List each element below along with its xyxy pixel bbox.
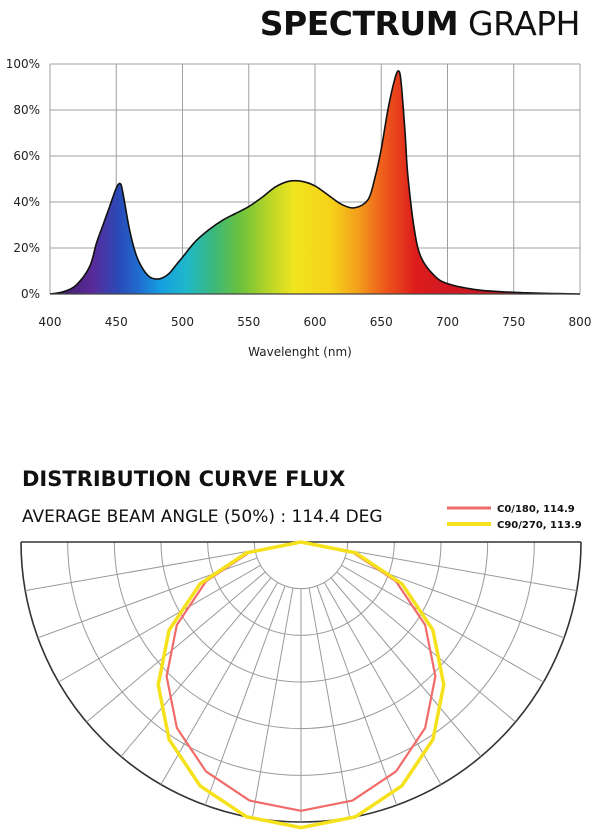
x-tick-label: 700	[436, 315, 459, 329]
x-tick-label: 450	[105, 315, 128, 329]
polar-spoke	[86, 571, 266, 723]
spectrum-title: SPECTRUM GRAPH	[259, 4, 581, 44]
y-tick-label: 80%	[13, 103, 40, 117]
y-tick-label: 100%	[6, 57, 40, 71]
spectrum-curve	[49, 70, 581, 295]
polar-spoke	[316, 585, 398, 806]
beam-angle-subtitle: AVERAGE BEAM ANGLE (50%) : 114.4 DEG	[22, 507, 383, 527]
legend-label-c90: C90/270, 113.9	[497, 520, 582, 531]
polar-spoke	[251, 587, 294, 818]
polar-legend: C0/180, 114.9 C90/270, 113.9	[447, 504, 582, 531]
distribution-title: DISTRIBUTION CURVE FLUX	[22, 467, 346, 491]
polar-spoke	[330, 577, 482, 757]
y-tick-label: 40%	[13, 195, 40, 209]
polar-spoke	[336, 571, 516, 723]
polar-spoke	[160, 582, 279, 785]
polar-chart	[20, 540, 582, 830]
x-axis-label: Wavelenght (nm)	[248, 345, 352, 359]
legend-label-c0: C0/180, 114.9	[497, 504, 575, 515]
x-tick-label: 600	[304, 315, 327, 329]
x-tick-label: 800	[569, 315, 592, 329]
polar-series-c0	[165, 540, 437, 812]
x-tick-label: 500	[171, 315, 194, 329]
polar-spoke	[204, 585, 286, 806]
polar-spoke	[323, 582, 442, 785]
spectrum-title-rest: GRAPH	[468, 4, 580, 43]
polar-spoke	[346, 549, 577, 592]
spectrum-title-bold: SPECTRUM	[259, 4, 459, 43]
polar-series-c90	[156, 540, 446, 830]
spectrum-chart: 400 450 500 550 600 650 700 750 800 0% 20% 40% 60% 8…	[6, 57, 592, 359]
polar-spoke	[308, 587, 351, 818]
x-tick-label: 550	[237, 315, 260, 329]
x-tick-label: 750	[502, 315, 525, 329]
spectrum-area	[50, 70, 580, 294]
y-tick-label: 0%	[21, 287, 40, 301]
polar-spoke	[58, 564, 261, 683]
x-tick-label: 650	[370, 315, 393, 329]
polar-spoke	[341, 564, 544, 683]
y-tick-label: 60%	[13, 149, 40, 163]
polar-spoke	[120, 577, 272, 757]
y-tick-label: 20%	[13, 241, 40, 255]
x-tick-label: 400	[39, 315, 62, 329]
polar-spoke	[25, 549, 256, 592]
